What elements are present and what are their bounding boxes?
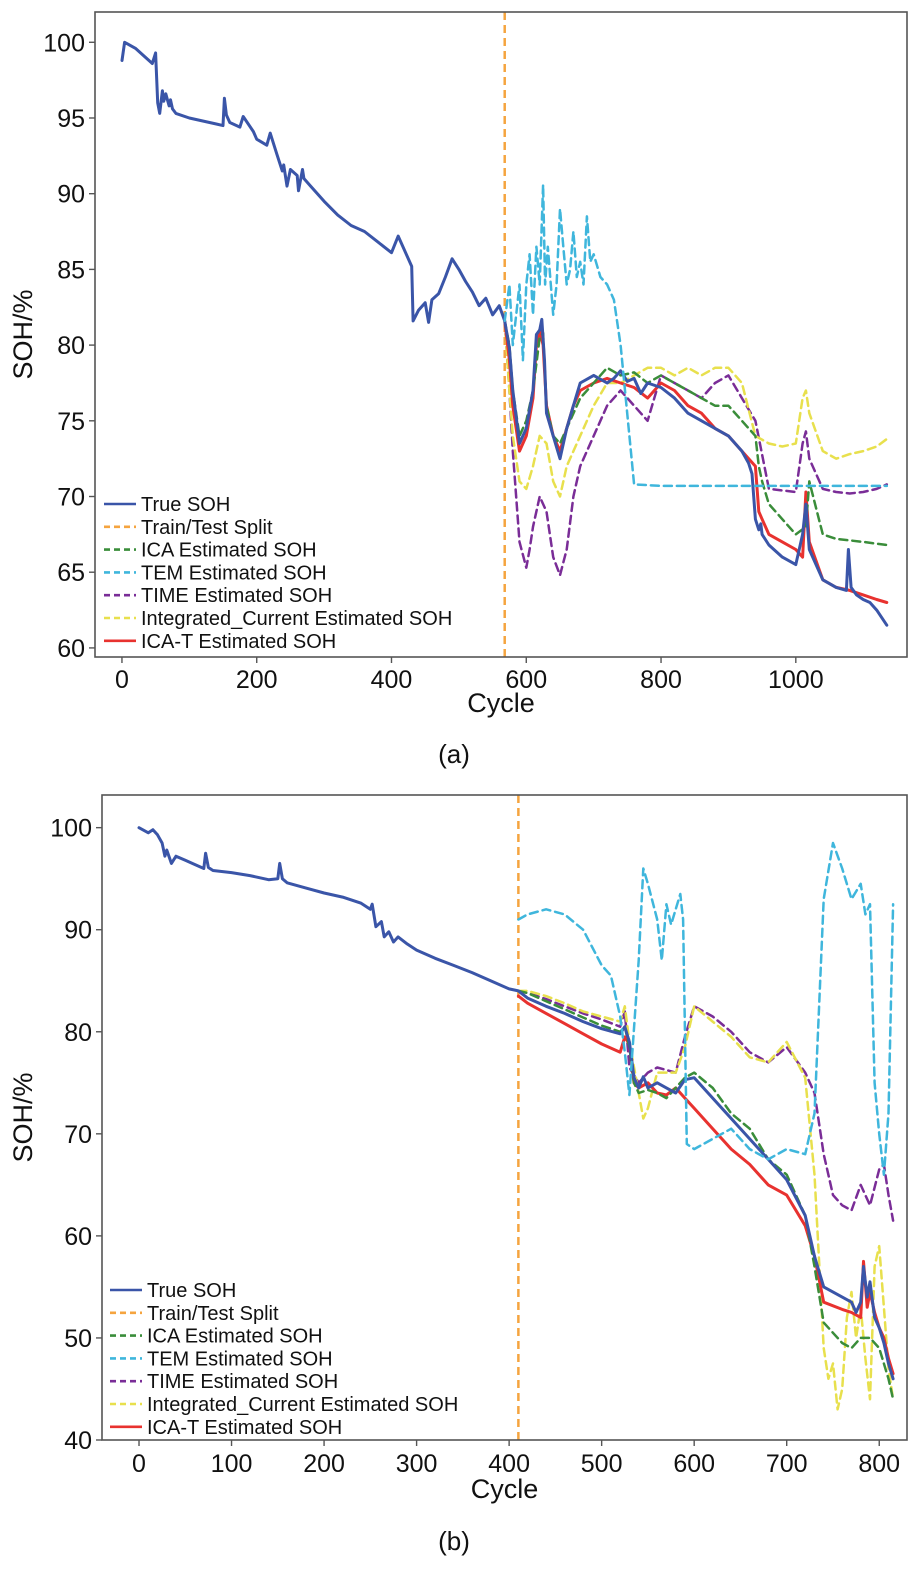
x-tick-label: 600 (505, 666, 547, 694)
series-line-tem-estimated-soh (517, 841, 895, 1176)
y-tick-label: 70 (64, 1121, 92, 1149)
y-tick-label: 50 (64, 1325, 92, 1353)
x-tick-label: 300 (396, 1450, 438, 1478)
series-line-tem-estimated-soh (503, 183, 889, 488)
y-axis-label: SOH/% (8, 289, 38, 379)
legend-item-label: TIME Estimated SOH (147, 1371, 338, 1393)
x-tick-label: 1000 (768, 666, 824, 694)
y-axis-label: SOH/% (8, 1072, 38, 1162)
y-tick-label: 65 (57, 559, 85, 587)
y-tick-label: 95 (57, 105, 85, 133)
y-tick-label: 90 (64, 917, 92, 945)
series-line-ica-t-estimated-soh (516, 994, 895, 1376)
legend-item-label: Train/Test Split (141, 517, 273, 539)
legend-item-label: True SOH (141, 494, 230, 516)
legend-item-label: ICA Estimated SOH (141, 540, 317, 562)
legend-item-label: Integrated_Current Estimated SOH (147, 1394, 458, 1416)
legend-item-label: ICA-T Estimated SOH (141, 631, 336, 653)
y-tick-label: 100 (43, 29, 85, 57)
x-tick-label: 600 (673, 1450, 715, 1478)
x-tick-label: 0 (132, 1450, 146, 1478)
x-tick-label: 700 (766, 1450, 808, 1478)
y-tick-label: 60 (57, 635, 85, 663)
y-tick-label: 70 (57, 484, 85, 512)
series-line-ica-t-estimated-soh (503, 319, 889, 604)
x-tick-label: 100 (211, 1450, 253, 1478)
series-line-time-estimated-soh (517, 989, 895, 1222)
plot-frame (94, 11, 908, 658)
legend-item-label: Train/Test Split (147, 1303, 279, 1325)
y-tick-label: 60 (64, 1223, 92, 1251)
legend-item-label: TEM Estimated SOH (147, 1348, 333, 1370)
y-tick-label: 90 (57, 181, 85, 209)
legend-item-label: TEM Estimated SOH (141, 562, 327, 584)
chart-panel-b: 0 100 200 300 400 500 600 700 800 40 50 60 70 80 90 100… (8, 794, 908, 1556)
y-tick-label: 40 (64, 1427, 92, 1455)
x-tick-label: 500 (581, 1450, 623, 1478)
panel-label: (a) (438, 739, 470, 769)
x-tick-label: 200 (303, 1450, 345, 1478)
plot-frame (101, 794, 908, 1441)
plot-area (120, 12, 889, 657)
legend-item-label: ICA Estimated SOH (147, 1326, 323, 1348)
x-tick-label: 0 (115, 666, 129, 694)
x-axis-label: Cycle (471, 1474, 539, 1504)
y-tick-label: 85 (57, 256, 85, 284)
legend-item-label: TIME Estimated SOH (141, 585, 332, 607)
series-line-ica-estimated-soh (503, 319, 889, 547)
y-tick-label: 100 (50, 815, 92, 843)
y-tick-label: 75 (57, 408, 85, 436)
x-tick-label: 800 (858, 1450, 900, 1478)
panel-label: (b) (438, 1526, 470, 1556)
plot-area (137, 795, 895, 1440)
x-tick-label: 800 (640, 666, 682, 694)
y-tick-label: 80 (64, 1019, 92, 1047)
legend-item-label: True SOH (147, 1280, 236, 1302)
series-line-integrated-current-estimated-soh (517, 989, 895, 1411)
series-line-integrated-current-estimated-soh (503, 319, 889, 498)
series-line-time-estimated-soh (503, 319, 889, 577)
series-line-true-soh (137, 826, 895, 1381)
chart-panel-a: 0 200 400 600 800 1000 60 65 70 75 80 85 90 95 100 Cycl… (8, 11, 908, 769)
legend-item-label: Integrated_Current Estimated SOH (141, 608, 452, 630)
y-tick-label: 80 (57, 332, 85, 360)
x-tick-label: 400 (371, 666, 413, 694)
x-tick-label: 200 (236, 666, 278, 694)
series-line-true-soh (120, 40, 889, 627)
legend-item-label: ICA-T Estimated SOH (147, 1417, 342, 1439)
x-tick-label: 400 (488, 1450, 530, 1478)
series-line-ica-estimated-soh (517, 989, 895, 1401)
x-axis-label: Cycle (467, 688, 535, 718)
